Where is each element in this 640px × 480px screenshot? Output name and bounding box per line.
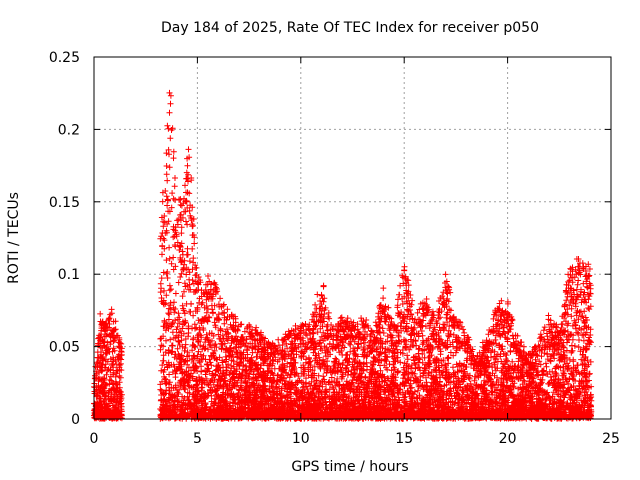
- plot-frame: [93, 56, 612, 420]
- tick-marks: [93, 56, 612, 420]
- x-tick-label: 20: [499, 431, 517, 447]
- y-tick-label: 0.2: [58, 122, 80, 138]
- y-tick-label: 0: [71, 412, 80, 428]
- x-tick-label: 0: [90, 431, 99, 447]
- data-points: [91, 89, 595, 422]
- x-tick-label: 15: [395, 431, 413, 447]
- y-tick-label: 0.15: [49, 195, 80, 211]
- y-axis-label: ROTI / TECUs: [6, 192, 22, 284]
- roti-scatter-series: [91, 89, 595, 422]
- y-tick-label: 0.1: [58, 267, 80, 283]
- x-tick-label: 25: [602, 431, 620, 447]
- x-tick-label: 5: [193, 431, 202, 447]
- x-axis-label: GPS time / hours: [291, 459, 408, 475]
- y-tick-labels: 0 0.05 0.1 0.15 0.2 0.25: [49, 50, 80, 428]
- chart-title: Day 184 of 2025, Rate Of TEC Index for r…: [161, 20, 539, 36]
- y-tick-label: 0.05: [49, 340, 80, 356]
- x-tick-labels: 0 5 10 15 20 25: [90, 431, 620, 447]
- y-tick-label: 0.25: [49, 50, 80, 66]
- x-tick-label: 10: [292, 431, 310, 447]
